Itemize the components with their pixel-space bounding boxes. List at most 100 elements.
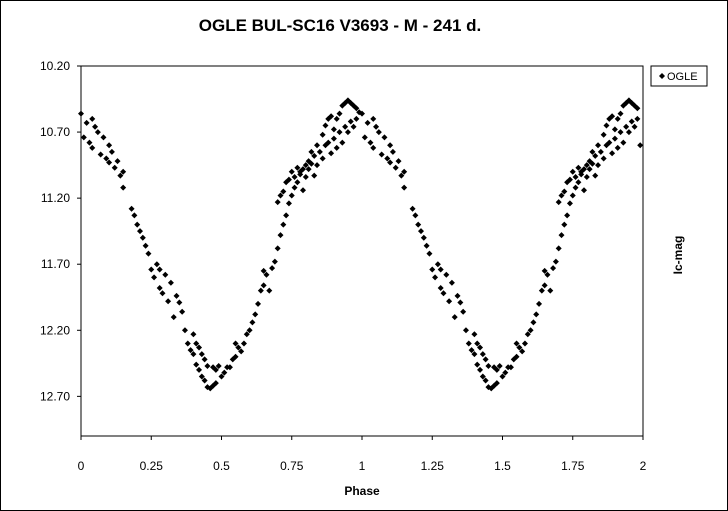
data-point xyxy=(507,364,514,371)
data-point xyxy=(302,174,309,180)
data-point xyxy=(252,311,259,318)
data-point xyxy=(401,184,408,191)
legend-label: OGLE xyxy=(667,71,698,83)
data-point xyxy=(477,344,484,351)
data-point xyxy=(106,142,113,149)
data-point xyxy=(375,129,382,136)
data-point xyxy=(193,361,200,368)
data-point xyxy=(457,299,464,306)
data-point xyxy=(255,300,262,307)
data-point xyxy=(637,142,644,149)
data-point xyxy=(426,250,433,257)
data-point xyxy=(190,351,197,358)
data-point xyxy=(580,187,587,194)
data-point xyxy=(181,327,188,334)
data-point xyxy=(389,148,396,155)
data-point xyxy=(83,119,90,126)
data-point xyxy=(294,164,301,171)
data-point xyxy=(600,155,607,162)
data-point xyxy=(479,373,486,380)
data-point xyxy=(429,266,436,273)
data-point xyxy=(350,123,357,130)
data-point xyxy=(482,356,489,363)
data-point xyxy=(381,134,388,141)
data-point xyxy=(201,377,208,384)
data-point xyxy=(308,160,315,167)
x-tick-label: 1.5 xyxy=(494,459,511,473)
data-point xyxy=(288,192,295,199)
data-point xyxy=(260,267,267,274)
data-point xyxy=(277,192,284,199)
data-point xyxy=(575,164,582,171)
data-point xyxy=(623,123,630,130)
data-point xyxy=(392,164,399,171)
data-points xyxy=(78,97,644,392)
data-point xyxy=(564,212,571,219)
data-point xyxy=(266,287,273,294)
data-point xyxy=(120,184,127,191)
plot-area xyxy=(80,65,644,437)
data-point xyxy=(634,115,641,122)
data-point xyxy=(592,172,599,179)
data-point xyxy=(471,351,478,358)
data-point xyxy=(170,314,177,321)
data-point xyxy=(550,265,557,272)
data-point xyxy=(634,105,641,112)
x-axis: 0 0.25 0.5 0.75 1 1.25 1.5 1.75 2 xyxy=(78,436,647,473)
data-point xyxy=(156,266,163,273)
data-point xyxy=(89,115,96,122)
data-point xyxy=(117,172,124,179)
data-point xyxy=(330,135,337,142)
data-point xyxy=(600,131,607,138)
data-point xyxy=(367,139,374,146)
data-point xyxy=(215,362,222,369)
data-point xyxy=(437,285,444,291)
y-axis: 10.20 10.70 11.20 11.70 12.20 12.70 xyxy=(40,59,81,403)
data-point xyxy=(263,271,270,278)
data-point xyxy=(395,158,402,165)
data-point xyxy=(274,245,281,252)
data-point xyxy=(443,271,450,278)
data-point xyxy=(586,166,593,173)
data-point xyxy=(142,242,149,249)
data-point xyxy=(516,344,523,351)
data-point xyxy=(336,129,343,136)
data-point xyxy=(344,129,351,136)
data-point xyxy=(137,228,144,235)
data-point xyxy=(589,160,596,167)
data-point xyxy=(198,351,205,358)
data-point xyxy=(524,331,531,338)
data-point xyxy=(401,168,408,175)
data-point xyxy=(280,221,287,228)
data-point xyxy=(120,168,127,175)
data-point xyxy=(92,123,99,130)
data-point xyxy=(148,266,155,273)
data-point xyxy=(198,373,205,380)
data-point xyxy=(561,188,568,195)
data-point xyxy=(361,134,368,141)
legend: OGLE xyxy=(650,65,708,87)
chart-title: OGLE BUL-SC16 V3693 - M - 241 d. xyxy=(199,16,481,35)
data-point xyxy=(325,139,332,146)
data-point xyxy=(617,129,624,136)
data-point xyxy=(609,113,616,120)
data-point xyxy=(78,110,84,117)
data-point xyxy=(415,221,422,228)
data-point xyxy=(471,331,478,338)
data-point xyxy=(519,348,526,355)
data-point xyxy=(614,115,621,122)
data-point xyxy=(499,373,506,380)
data-point xyxy=(333,144,340,151)
data-point xyxy=(249,319,256,326)
data-point xyxy=(288,168,295,175)
data-point xyxy=(454,292,461,299)
data-point xyxy=(418,228,425,235)
data-point xyxy=(353,115,360,122)
data-point xyxy=(353,105,360,112)
data-point xyxy=(359,110,365,117)
data-point xyxy=(294,179,301,186)
data-point xyxy=(260,282,267,289)
data-point xyxy=(387,159,394,166)
data-point xyxy=(243,331,250,338)
data-point xyxy=(97,151,104,158)
